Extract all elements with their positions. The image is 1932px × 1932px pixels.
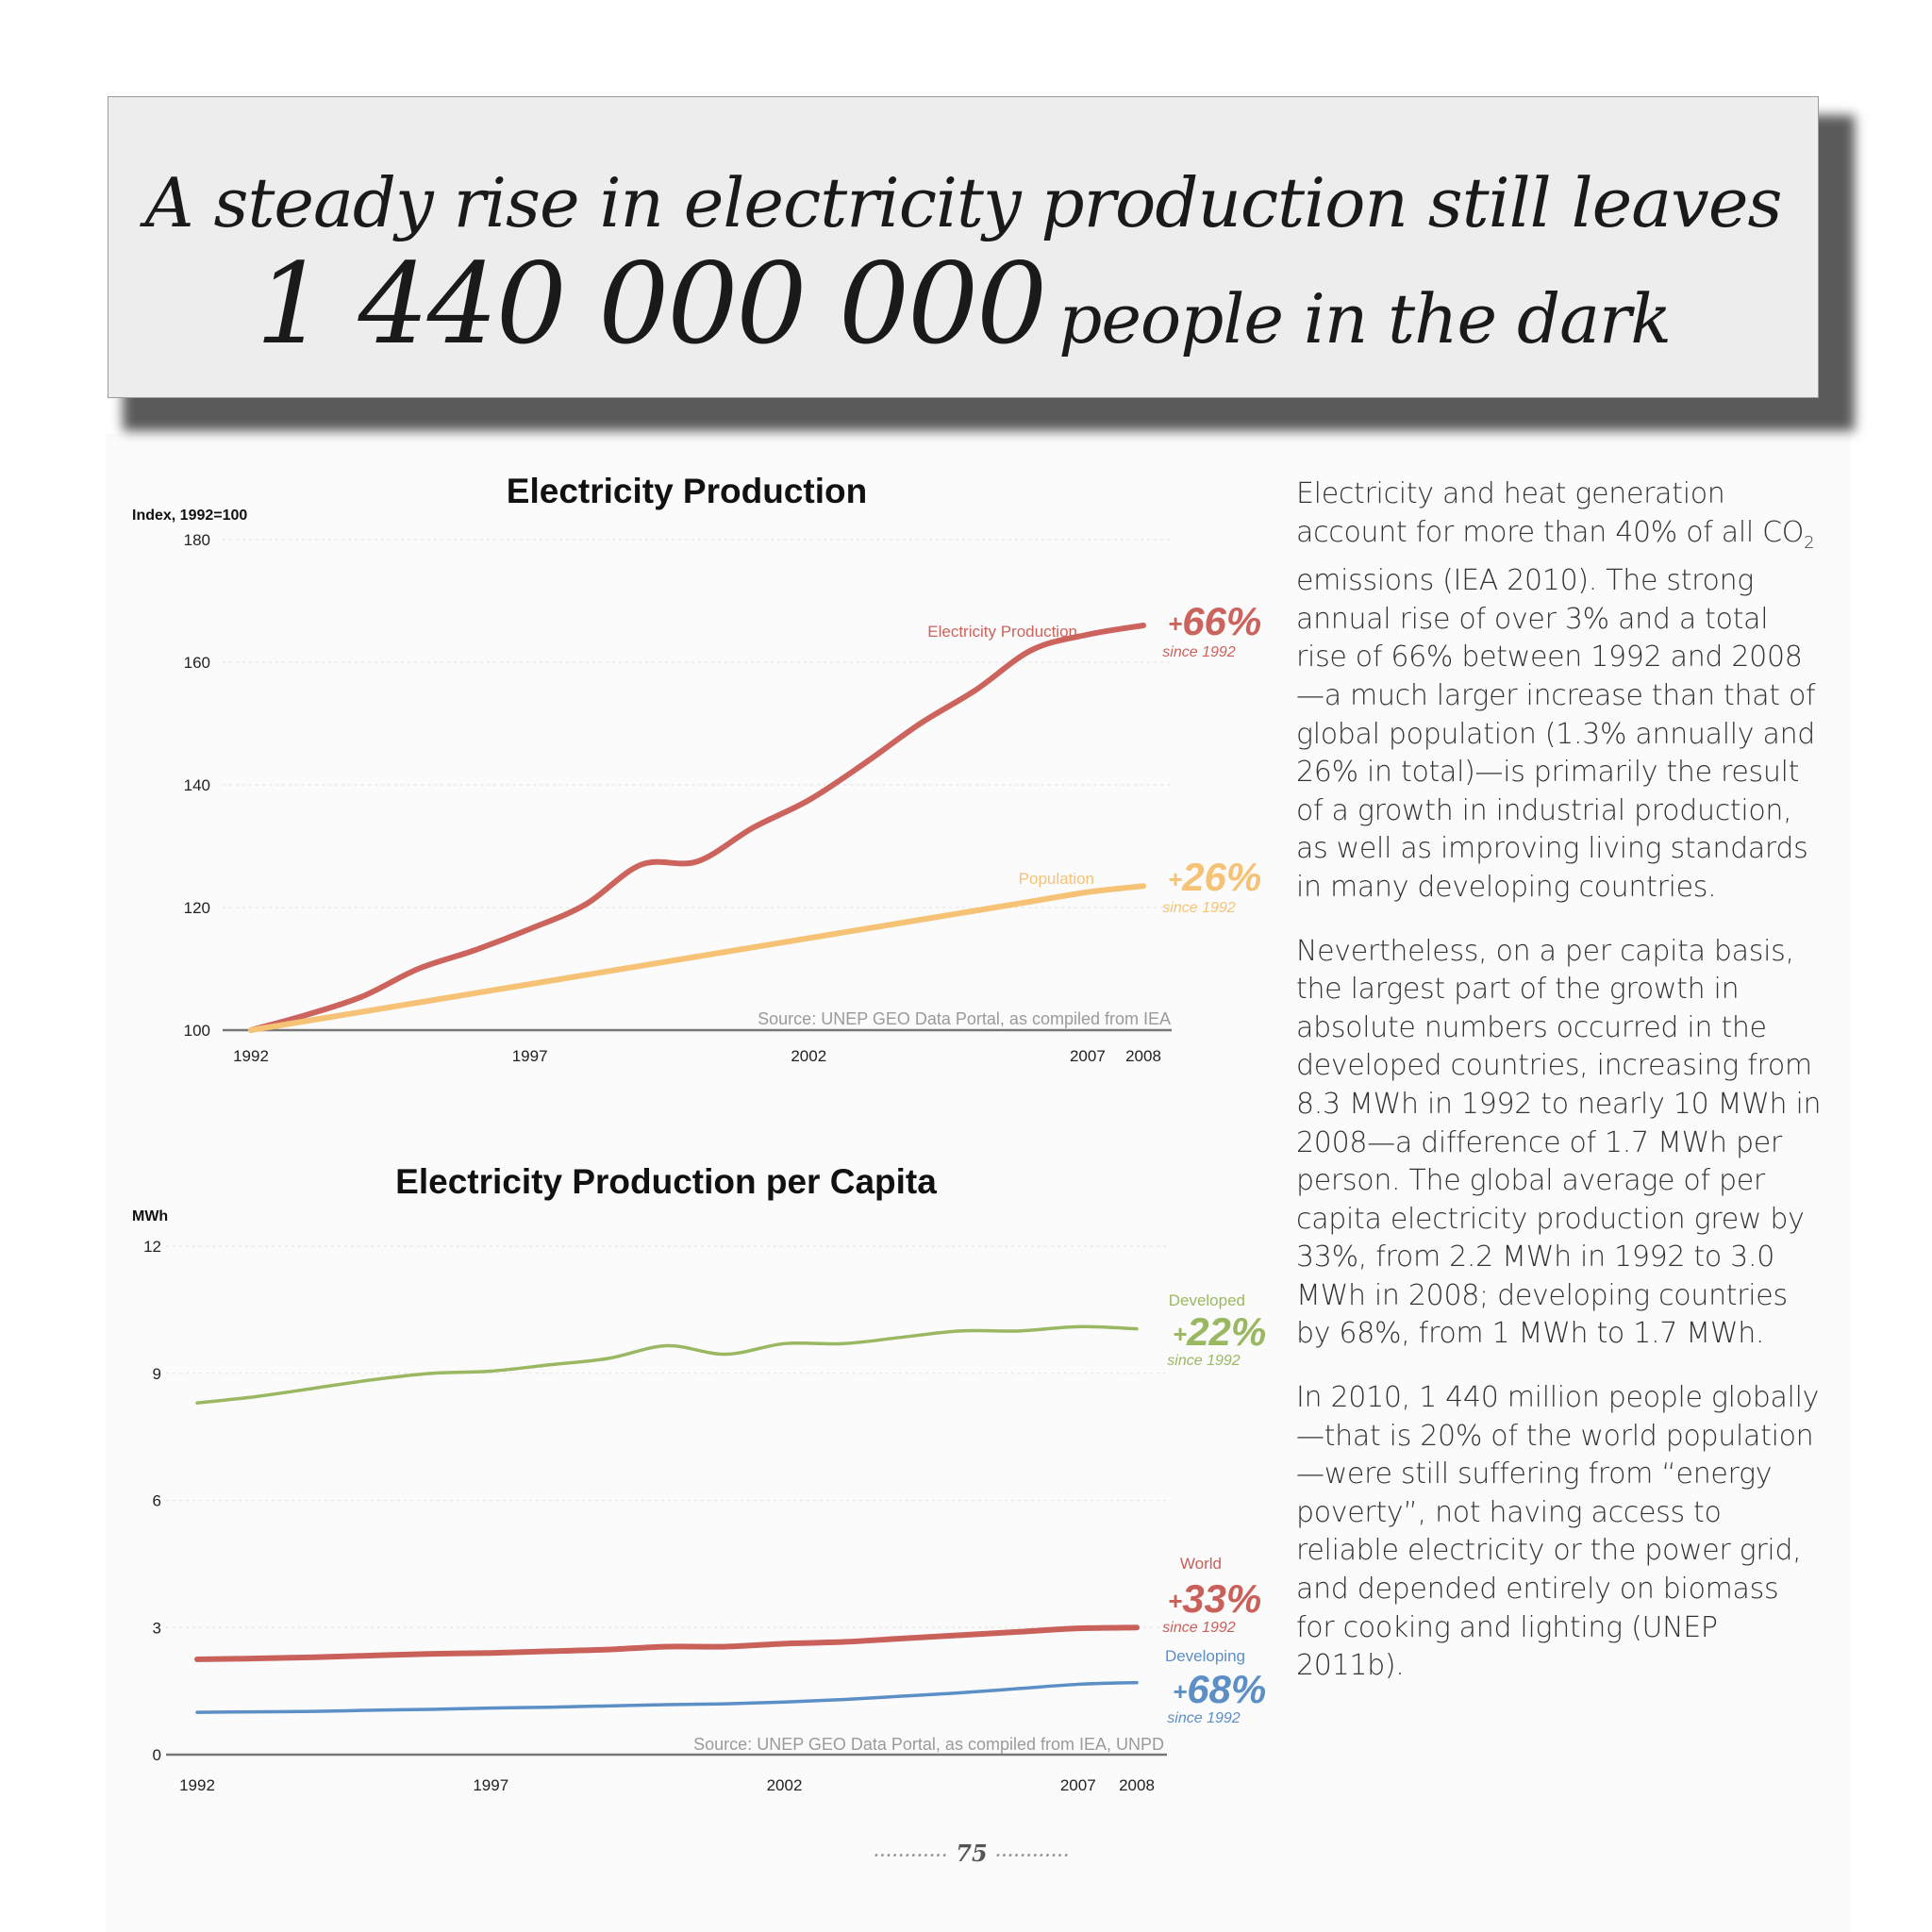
- series-since-developed: since 1992: [1167, 1353, 1240, 1369]
- plus-sign: +: [1168, 865, 1182, 893]
- per-capita-chart: Electricity Production per Capita MWh 0 3 6 9…: [132, 1162, 1266, 1794]
- plus-sign: +: [1168, 609, 1182, 638]
- headline-banner: A steady rise in electricity production …: [108, 96, 1819, 398]
- paragraph-1: Electricity and heat generation account …: [1296, 475, 1824, 908]
- series-since-world: since 1992: [1162, 1620, 1235, 1636]
- series-since-population: since 1992: [1162, 900, 1235, 916]
- y-tick-label: 120: [184, 899, 210, 917]
- electricity-production-chart: Electricity Production Index, 1992=100 100…: [132, 472, 1261, 1065]
- series-label-population: Population: [1019, 870, 1094, 888]
- x-tick-label: 1992: [179, 1776, 215, 1794]
- plus-sign: +: [1173, 1320, 1187, 1348]
- change-percent: 26%: [1181, 855, 1261, 899]
- y-tick-label: 3: [153, 1619, 161, 1637]
- source-note: Source: UNEP GEO Data Portal, as compile…: [693, 1735, 1164, 1754]
- paragraph-3: In 2010, 1 440 million people globally—t…: [1296, 1381, 1820, 1683]
- x-tick-label: 2007: [1070, 1047, 1106, 1065]
- plus-sign: +: [1173, 1677, 1187, 1706]
- headline-number: 1 440 000 000: [255, 239, 1047, 369]
- y-tick-label: 140: [184, 776, 210, 794]
- change-percent: 22%: [1186, 1309, 1266, 1354]
- y-tick-label: 9: [153, 1365, 161, 1383]
- paragraph-1-rest: emissions (IEA 2010). The strong annual …: [1296, 564, 1816, 904]
- series-label-electricity-production: Electricity Production: [927, 623, 1077, 641]
- series-line-developing: [195, 1680, 1139, 1714]
- x-tick-label: 2008: [1125, 1047, 1161, 1065]
- change-percent: 66%: [1182, 599, 1261, 643]
- y-tick-label: 100: [184, 1022, 210, 1040]
- y-tick-label: 0: [153, 1746, 161, 1764]
- headline-rest: people in the dark: [1058, 279, 1672, 358]
- y-tick-label: 12: [143, 1238, 161, 1256]
- series-change-world: +33%: [1168, 1576, 1261, 1621]
- footer-dots-right: ············: [995, 1846, 1070, 1864]
- series-line-electricity-production: [248, 623, 1146, 1033]
- x-tick-label: 1992: [233, 1047, 269, 1065]
- y-tick-label: 6: [153, 1492, 161, 1510]
- x-tick-label: 2002: [791, 1047, 826, 1065]
- series-line-world: [194, 1624, 1140, 1662]
- y-tick-label: 180: [184, 531, 210, 549]
- plus-sign: +: [1168, 1587, 1182, 1615]
- chart-title: Electricity Production per Capita: [395, 1162, 937, 1201]
- body-text: Electricity and heat generation account …: [1296, 475, 1824, 1711]
- x-tick-label: 1997: [512, 1047, 548, 1065]
- page-background: [106, 434, 1851, 1932]
- series-change-electricity-production: +66%: [1168, 599, 1261, 643]
- paragraph-1-start: Electricity and heat generation account …: [1296, 477, 1805, 549]
- series-change-population: +26%: [1168, 855, 1261, 899]
- series-change-developing: +68%: [1173, 1667, 1266, 1711]
- change-percent: 33%: [1182, 1576, 1261, 1621]
- x-tick-label: 2002: [767, 1776, 803, 1794]
- y-tick-label: 160: [184, 654, 210, 672]
- page-number: 75: [956, 1840, 988, 1867]
- series-since-electricity-production: since 1992: [1162, 644, 1235, 660]
- series-line-population: [248, 883, 1146, 1033]
- series-change-developed: +22%: [1173, 1309, 1266, 1354]
- page-footer: ············ 75 ············: [868, 1840, 1075, 1867]
- paragraph-2: Nevertheless, on a per capita basis, the…: [1296, 934, 1822, 1351]
- series-since-developing: since 1992: [1167, 1710, 1240, 1726]
- y-axis-unit-label: MWh: [132, 1208, 168, 1224]
- chart-title: Electricity Production: [507, 472, 867, 510]
- x-tick-label: 2007: [1060, 1776, 1096, 1794]
- y-axis-unit-label: Index, 1992=100: [132, 508, 247, 524]
- co2-subscript: 2: [1804, 532, 1815, 553]
- headline-line-1: A steady rise in electricity production …: [144, 163, 1783, 242]
- series-line-developed: [195, 1324, 1139, 1405]
- x-tick-label: 1997: [473, 1776, 508, 1794]
- series-label-developing: Developing: [1165, 1647, 1245, 1665]
- series-label-developed: Developed: [1169, 1291, 1245, 1309]
- headline-line-2: 1 440 000 000 people in the dark: [108, 239, 1818, 369]
- source-note: Source: UNEP GEO Data Portal, as compile…: [758, 1009, 1171, 1028]
- footer-dots-left: ············: [874, 1846, 948, 1864]
- x-tick-label: 2008: [1119, 1776, 1155, 1794]
- series-label-world: World: [1180, 1555, 1222, 1573]
- change-percent: 68%: [1187, 1667, 1266, 1711]
